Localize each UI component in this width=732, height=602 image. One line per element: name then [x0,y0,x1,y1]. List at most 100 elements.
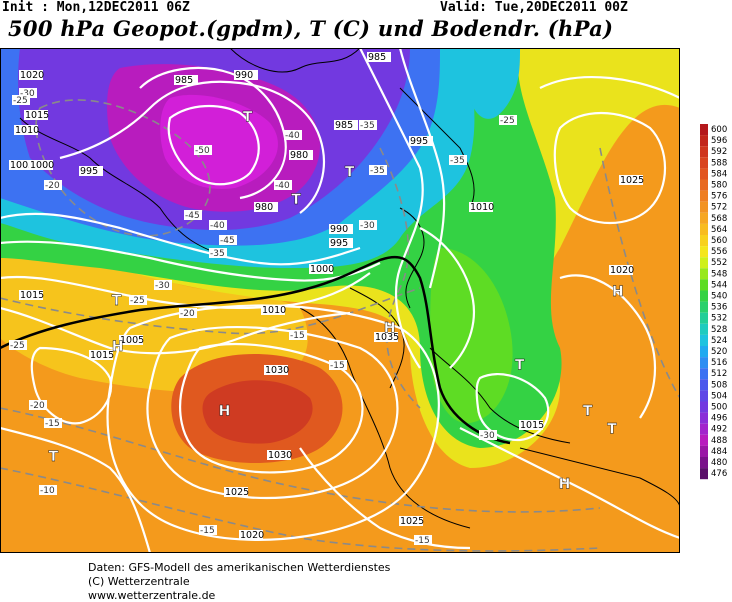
isobar-label-bg [374,332,398,342]
isobar-label: 1020 [20,70,44,81]
isobar-label: 1025 [620,175,644,186]
temperature-label: -40 [275,181,290,191]
isobar-label: 990 [235,70,253,81]
temperature-label-bg [194,145,212,155]
weather-map: 1035 1030 1030 1025 1025 1020 1020 1020 1015 1015… [0,48,680,553]
isobar-label: 990 [330,224,348,235]
isobar-label: 980 [255,202,273,213]
legend-swatch [700,390,708,402]
legend-swatch [700,190,708,202]
isobar-label-bg [119,335,143,345]
temperature-label-bg [209,248,227,258]
isobar-label-bg [334,120,358,130]
legend-label: 568 [711,214,727,224]
low-pressure-marker: T [607,422,617,438]
temperature-label-bg [359,120,377,130]
isobar-label-bg [79,166,103,176]
temperature-label-bg [414,535,432,545]
legend-label: 540 [711,292,727,302]
isobar-label-bg [14,125,38,135]
isobar-label-bg [329,238,353,248]
map-frame [0,48,680,553]
isobar-label: 1035 [375,332,399,343]
temperature-label: -20 [30,401,45,411]
isobar-label-bg [261,305,285,315]
legend-label: 532 [711,314,727,324]
legend-label: 488 [711,436,727,446]
legend-swatch [700,223,708,235]
temperature-label: -45 [220,236,235,246]
low-pressure-marker: T [112,293,122,309]
legend-label: 508 [711,380,727,390]
isobar-label: 995 [80,166,98,177]
temperature-label: -10 [40,486,55,496]
temperature-label-bg [359,220,377,230]
legend-label: 556 [711,247,727,257]
legend-label: 580 [711,181,727,191]
isobar-label-bg [519,420,543,430]
low-pressure-marker: T [345,165,355,181]
temperature-label-bg [39,485,57,495]
init-time: Init : Mon,12DEC2011 06Z [2,0,190,15]
isobar-label: 1025 [400,516,424,527]
legend-label: 476 [711,469,727,479]
isobar-label: 1000 [310,264,334,275]
isobar-label: 995 [410,136,428,147]
legend-swatch [700,268,708,280]
temperature-label: -25 [13,96,28,106]
temperature-label-bg [369,165,387,175]
legend-label: 560 [711,236,727,246]
isobar-label-bg [289,150,313,160]
legend-label: 536 [711,303,727,313]
temperature-label: -30 [480,431,495,441]
isobar-label-bg [609,265,633,275]
legend-swatch [700,379,708,391]
legend-swatch [700,312,708,324]
legend-swatch [700,279,708,291]
isobar-label-bg [399,516,423,526]
isobar-label-bg [329,224,353,234]
temperature-label-bg [179,308,197,318]
legend-swatch [700,157,708,169]
legend-swatch [700,179,708,191]
legend-swatch [700,468,708,480]
isobar-label-bg [409,136,433,146]
front-line-552 [0,255,511,445]
footer-copyright: (C) Wetterzentrale [88,575,190,588]
isobar-label: 985 [335,120,353,131]
legend-label: 592 [711,147,727,157]
isobar-label-bg [254,202,278,212]
temperature-label-bg [219,235,237,245]
legend-swatch [700,368,708,380]
footer-data-source: Daten: GFS-Modell des amerikanischen Wet… [88,561,391,574]
temperature-label: -35 [360,121,375,131]
legend-label: 484 [711,447,727,457]
temperature-label-bg [329,360,347,370]
temperature-label: -30 [155,281,170,291]
temperature-label-bg [274,180,292,190]
isobar-label-bg [267,450,291,460]
temperature-label-bg [154,280,172,290]
low-pressure-marker: T [515,357,525,373]
isobar-label: 1005 [10,160,34,171]
legend-label: 584 [711,169,727,179]
legend-label: 572 [711,203,727,213]
isobar-label: 980 [290,150,308,161]
isobar-label-bg [174,75,198,85]
temperature-label: -25 [500,116,515,126]
legend-swatch [700,334,708,346]
isobar-label-bg [239,530,263,540]
temperature-label-bg [284,130,302,140]
legend-swatch [700,212,708,224]
legend-label: 516 [711,358,727,368]
legend-swatch [700,201,708,213]
temperature-label: -30 [20,89,35,99]
temperature-label: -15 [45,419,60,429]
temperature-label: -25 [130,296,145,306]
temperature-label-bg [44,180,62,190]
map-title: 500 hPa Geopot.(gpdm), T (C) und Bodendr… [8,16,614,41]
legend-swatch [700,323,708,335]
legend-label: 596 [711,136,727,146]
isobar-label-bg [29,160,53,170]
